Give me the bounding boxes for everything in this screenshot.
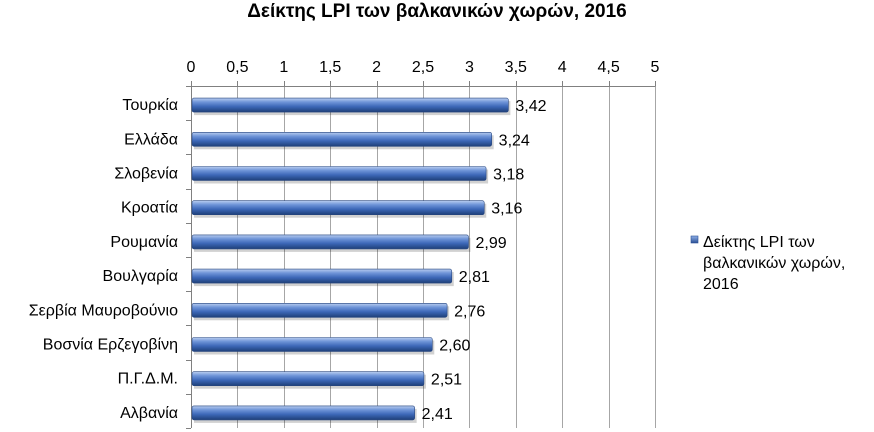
data-label: 2,51: [431, 372, 462, 389]
data-label: 3,16: [491, 201, 522, 218]
x-tick-label: 1: [279, 59, 288, 76]
category-label: Σερβία Μαυροβούνιο: [29, 302, 178, 319]
bar: [191, 132, 492, 147]
bars: [191, 97, 511, 423]
category-label: Ρουμανία: [110, 234, 178, 251]
x-tick-label: 3,5: [505, 59, 527, 76]
category-label: Π.Γ.Δ.Μ.: [118, 371, 178, 388]
legend-label-line: βαλκανικών χωρών,: [703, 255, 845, 272]
data-label: 2,99: [475, 235, 506, 252]
chart-title: Δείκτης LPI των βαλκανικών χωρών, 2016: [247, 1, 626, 22]
x-tick-label: 0,5: [226, 59, 248, 76]
category-label: Αλβανία: [120, 405, 178, 422]
category-label: Ελλάδα: [124, 131, 178, 148]
legend: Δείκτης LPI των βαλκανικών χωρών, 2016: [690, 234, 845, 293]
category-label: Βοσνία Ερζεγοβίνη: [43, 337, 178, 354]
x-tick-label: 2: [372, 59, 381, 76]
data-label: 3,18: [493, 167, 524, 184]
bar: [191, 405, 415, 421]
x-tick-label: 4: [558, 59, 567, 76]
x-tick-label: 1,5: [319, 59, 341, 76]
bar: [191, 97, 509, 113]
bar: [191, 337, 433, 352]
bar: [191, 234, 469, 250]
legend-label-line: Δείκτης LPI των: [703, 234, 815, 251]
data-label: 2,41: [422, 406, 453, 423]
category-label: Σλοβενία: [114, 166, 178, 183]
x-tick-label: 5: [651, 59, 660, 76]
x-tick-label: 0: [187, 59, 196, 76]
data-label: 2,60: [439, 338, 470, 355]
bar: [191, 302, 448, 318]
data-label: 3,24: [499, 132, 530, 149]
legend-label-line: 2016: [703, 276, 739, 293]
category-label: Τουρκία: [122, 97, 178, 114]
x-tick-label: 4,5: [597, 59, 619, 76]
category-label: Κροατία: [121, 200, 178, 217]
data-label: 2,76: [454, 303, 485, 320]
bar: [191, 166, 487, 181]
bar: [191, 200, 485, 215]
legend-swatch: [690, 235, 699, 244]
legend-entry: Δείκτης LPI των βαλκανικών χωρών, 2016: [703, 234, 845, 293]
data-label: 3,42: [515, 98, 546, 115]
data-label: 2,81: [459, 269, 490, 286]
bar: [191, 268, 453, 284]
bar: [191, 371, 425, 387]
x-axis-ticks: 0 0,5 1 1,5 2 2,5 3 3,5 4 4,5 5: [187, 59, 660, 76]
x-tick-label: 2,5: [412, 59, 434, 76]
category-labels: Τουρκία Ελλάδα Σλοβενία Κροατία Ρουμανία Βουλ…: [29, 97, 178, 422]
category-label: Βουλγαρία: [103, 268, 178, 285]
data-labels: 3,42 3,24 3,18 3,16 2,99 2,81 2,76 2,60 2,51 2,41: [422, 98, 547, 423]
x-tick-label: 3: [465, 59, 474, 76]
